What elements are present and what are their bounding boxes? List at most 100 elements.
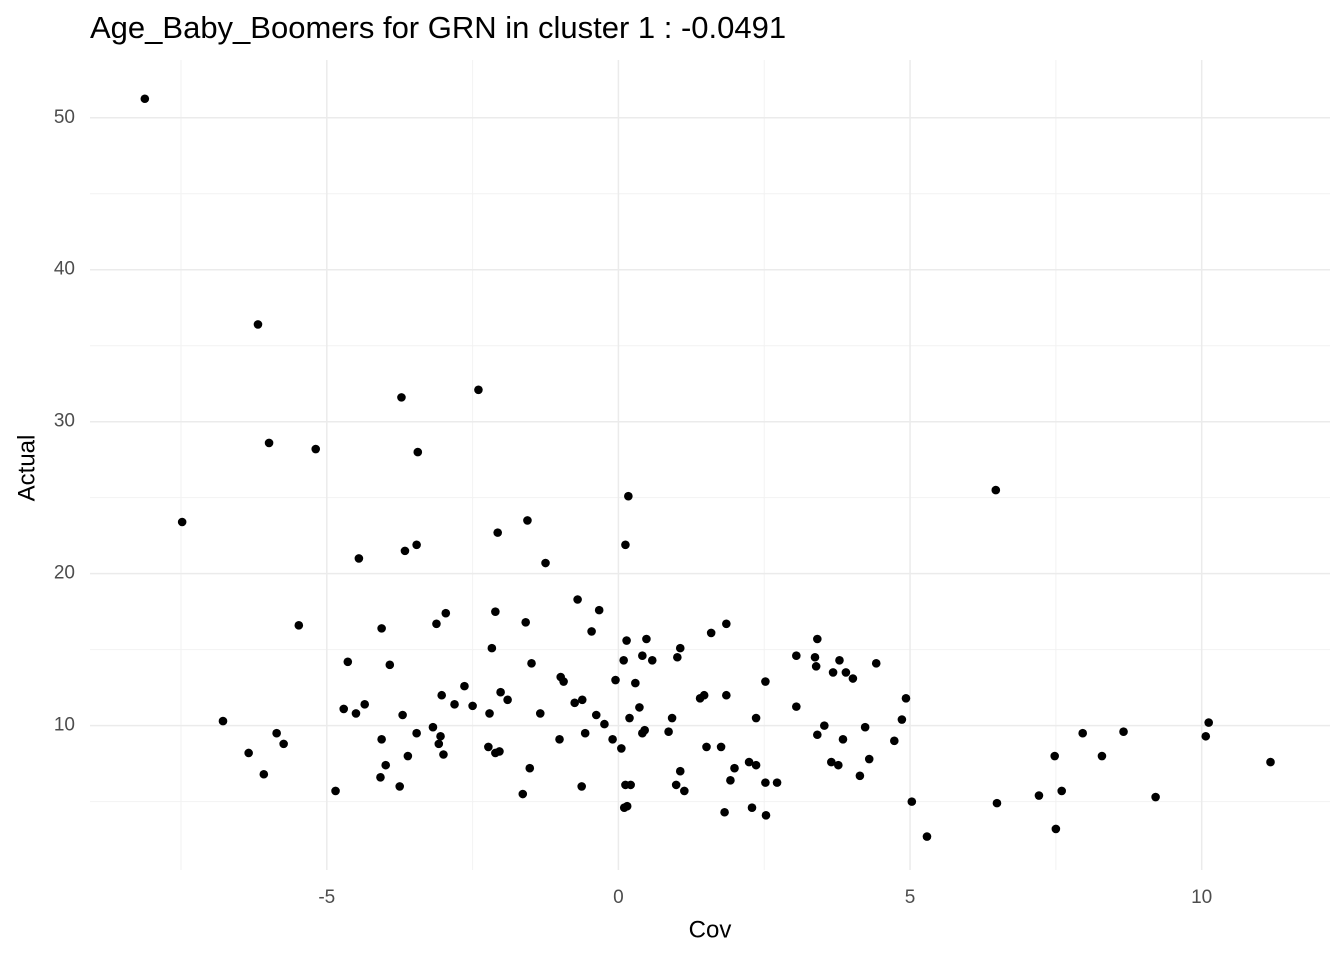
point	[813, 634, 822, 644]
point	[525, 763, 535, 773]
y-tick-label: 50	[54, 107, 75, 128]
point	[638, 651, 647, 661]
point	[890, 736, 899, 746]
point	[523, 516, 532, 525]
point	[671, 780, 681, 790]
point	[625, 713, 634, 723]
point	[331, 786, 340, 796]
point	[468, 701, 477, 711]
point	[860, 722, 870, 732]
point	[496, 687, 505, 697]
y-tick-label: 10	[54, 715, 75, 736]
points	[140, 94, 1275, 841]
point	[722, 690, 731, 700]
point	[428, 722, 438, 732]
point	[1151, 792, 1160, 802]
point	[1051, 824, 1061, 834]
point	[1119, 727, 1128, 737]
point	[617, 744, 626, 753]
point	[622, 801, 632, 811]
point	[730, 763, 739, 773]
point	[485, 709, 494, 718]
point	[667, 713, 677, 723]
point	[608, 735, 617, 744]
point	[901, 693, 911, 703]
point	[397, 393, 406, 402]
point	[140, 94, 150, 104]
point	[702, 742, 711, 752]
point	[673, 652, 682, 662]
point	[835, 655, 844, 665]
chart-title: Age_Baby_Boomers for GRN in cluster 1 : …	[90, 10, 786, 45]
y-axis-title: Actual	[13, 435, 40, 502]
point	[218, 716, 228, 726]
point	[577, 782, 586, 791]
point	[503, 695, 512, 705]
point	[311, 444, 321, 454]
point	[1050, 751, 1060, 761]
point	[619, 655, 628, 665]
x-axis-title: Cov	[689, 916, 732, 943]
point	[675, 766, 685, 776]
point	[385, 660, 395, 670]
point	[518, 789, 528, 799]
point	[680, 786, 689, 796]
point	[541, 558, 550, 568]
point	[828, 668, 838, 677]
point	[1078, 728, 1087, 738]
point	[834, 760, 843, 770]
point	[675, 643, 685, 653]
point	[664, 727, 673, 737]
point	[437, 690, 447, 700]
point	[992, 798, 1002, 808]
point	[751, 760, 761, 770]
point	[474, 385, 483, 395]
point	[1266, 757, 1275, 767]
point	[441, 608, 451, 618]
point	[838, 735, 848, 744]
x-tick-label: 0	[613, 887, 624, 908]
point	[1034, 791, 1044, 800]
point	[848, 674, 858, 683]
point	[647, 655, 657, 665]
point	[716, 742, 726, 752]
point	[439, 750, 448, 759]
point	[491, 607, 500, 616]
point	[871, 659, 881, 668]
point	[922, 832, 932, 841]
point	[521, 617, 530, 627]
point	[376, 772, 385, 782]
point	[720, 807, 729, 817]
point	[460, 681, 469, 691]
point	[706, 628, 716, 638]
point	[772, 778, 782, 787]
point	[622, 636, 631, 645]
point	[699, 690, 709, 700]
point	[535, 709, 545, 718]
point	[264, 438, 274, 448]
point	[761, 810, 771, 820]
x-tick-label: -5	[318, 887, 335, 908]
point	[594, 605, 604, 615]
point	[413, 447, 423, 457]
point	[381, 760, 391, 770]
point	[343, 657, 353, 667]
point	[573, 595, 582, 604]
point	[177, 517, 187, 527]
point	[377, 735, 386, 744]
point	[722, 619, 731, 629]
point	[792, 651, 801, 661]
point	[907, 797, 917, 806]
point	[351, 709, 361, 718]
point	[577, 695, 587, 705]
point	[751, 713, 761, 723]
point	[434, 739, 444, 749]
point	[820, 721, 829, 730]
point	[412, 540, 421, 550]
point	[259, 769, 269, 779]
point	[253, 320, 263, 329]
point	[624, 491, 633, 501]
point	[810, 652, 820, 662]
point	[591, 710, 601, 720]
